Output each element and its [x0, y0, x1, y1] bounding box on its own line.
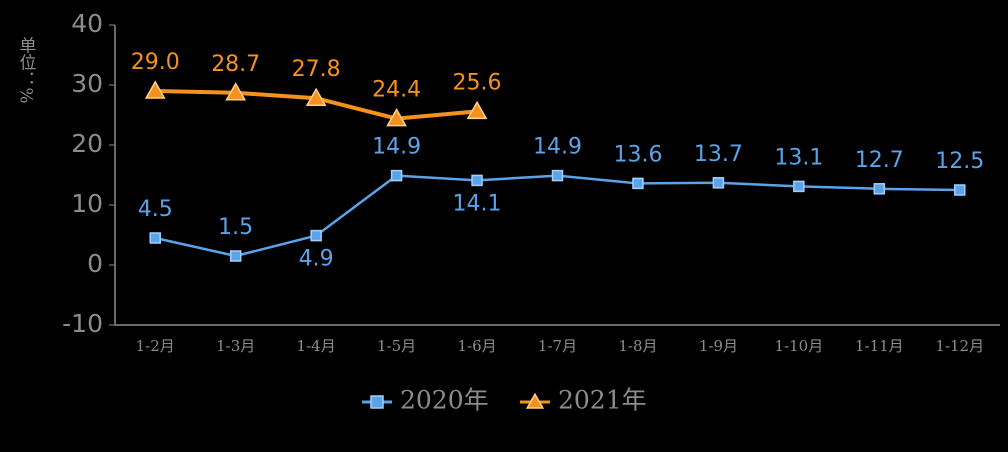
data-label: 27.8 — [292, 57, 341, 82]
data-label: 28.7 — [211, 52, 260, 77]
data-label: 1.5 — [218, 215, 253, 240]
legend-marker — [370, 395, 384, 409]
data-label: 13.6 — [613, 142, 662, 167]
x-tick-label: 1-3月 — [216, 337, 255, 355]
y-tick-label: 10 — [71, 189, 103, 218]
marker — [793, 180, 805, 193]
marker — [229, 250, 242, 262]
marker — [954, 184, 966, 196]
y-tick-label: 0 — [87, 249, 103, 278]
marker — [225, 82, 247, 101]
data-label: 12.5 — [935, 149, 984, 174]
x-tick-label: 1-9月 — [699, 337, 738, 355]
x-tick-label: 1-11月 — [855, 337, 904, 355]
data-label: 24.4 — [372, 78, 421, 103]
legend-label: 2021年 — [558, 386, 647, 415]
marker — [632, 177, 644, 190]
marker — [551, 169, 564, 182]
marker — [471, 174, 483, 187]
y-axis-title: 单位：% — [16, 36, 37, 103]
marker — [466, 100, 488, 120]
x-tick-label: 1-8月 — [618, 337, 657, 355]
marker — [873, 183, 886, 195]
data-label: 14.9 — [372, 135, 421, 160]
x-tick-label: 1-10月 — [775, 337, 824, 355]
data-label: 25.6 — [453, 70, 502, 95]
x-tick-label: 1-4月 — [297, 337, 336, 355]
x-tick-label: 1-2月 — [136, 337, 175, 355]
legend-marker — [525, 392, 545, 409]
data-label: 13.7 — [694, 142, 743, 167]
series-line — [154, 174, 960, 258]
marker — [712, 177, 725, 189]
y-tick-label: 40 — [71, 9, 103, 38]
y-tick-label: 20 — [71, 129, 103, 158]
marker — [144, 80, 166, 99]
marker — [310, 229, 322, 242]
marker — [149, 232, 161, 244]
marker — [390, 169, 403, 182]
y-tick-label: -10 — [62, 309, 103, 338]
x-tick-label: 1-7月 — [538, 337, 577, 355]
data-label: 14.1 — [453, 191, 502, 216]
data-label: 29.0 — [131, 50, 180, 75]
marker — [305, 87, 327, 106]
data-label: 12.7 — [855, 148, 904, 173]
data-label: 13.1 — [774, 145, 823, 170]
legend-label: 2020年 — [400, 386, 489, 415]
x-tick-label: 1-6月 — [457, 337, 496, 355]
data-label: 4.9 — [299, 247, 334, 272]
data-label: 14.9 — [533, 135, 582, 160]
marker — [386, 107, 407, 127]
x-tick-label: 1-12月 — [935, 337, 984, 355]
x-tick-label: 1-5月 — [377, 337, 416, 355]
data-label: 4.5 — [138, 197, 173, 222]
y-tick-label: 30 — [71, 69, 103, 98]
